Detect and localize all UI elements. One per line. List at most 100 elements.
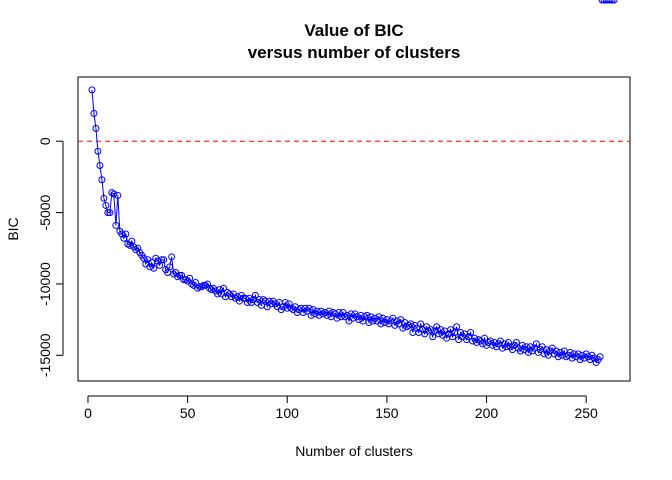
y-tick-label: -15000 <box>37 333 53 377</box>
data-point <box>467 328 475 336</box>
data-point <box>427 326 435 334</box>
data-point <box>176 271 184 279</box>
data-point <box>100 194 108 202</box>
data-point <box>407 320 415 328</box>
data-point <box>600 0 608 4</box>
data-point <box>206 284 214 292</box>
data-point <box>532 340 540 348</box>
data-point <box>94 147 102 155</box>
data-point <box>285 300 293 308</box>
data-point <box>309 306 317 314</box>
data-point <box>315 311 323 319</box>
data-point <box>198 283 206 291</box>
data-point <box>375 313 383 321</box>
data-point <box>108 189 116 197</box>
data-point <box>279 303 287 311</box>
data-point <box>449 333 457 341</box>
data-point <box>178 271 186 279</box>
x-tick-label: 200 <box>475 405 499 421</box>
data-point <box>313 307 321 315</box>
y-axis-label: BIC <box>5 217 21 240</box>
data-point <box>251 291 259 299</box>
data-point <box>126 241 134 249</box>
data-point <box>98 176 106 184</box>
data-point <box>110 190 118 198</box>
bic-series <box>88 0 618 366</box>
data-point <box>610 0 618 4</box>
data-point <box>112 221 120 229</box>
data-point <box>118 230 126 238</box>
data-point <box>208 286 216 294</box>
data-point <box>158 256 166 264</box>
data-point <box>241 294 249 302</box>
data-point <box>391 321 399 329</box>
y-tick-label: -10000 <box>37 262 53 306</box>
data-point <box>608 0 616 4</box>
data-point <box>96 161 104 169</box>
data-point <box>305 304 313 312</box>
data-point <box>219 284 227 292</box>
data-point <box>598 0 606 4</box>
data-point <box>554 353 562 361</box>
data-point <box>106 209 114 217</box>
x-axis-label: Number of clusters <box>295 443 412 459</box>
data-point <box>160 256 168 264</box>
data-point <box>576 356 584 364</box>
y-tick-label: 0 <box>37 137 53 145</box>
plot-frame <box>77 76 631 382</box>
data-point <box>102 201 110 209</box>
data-point <box>287 304 295 312</box>
data-point <box>168 253 176 261</box>
data-point <box>200 281 208 289</box>
x-axis: 0 50 100 150 200 250 <box>84 395 598 421</box>
data-point <box>335 308 343 316</box>
data-point <box>150 264 158 272</box>
data-point <box>498 344 506 352</box>
x-tick-label: 150 <box>375 405 399 421</box>
data-point <box>568 354 576 362</box>
data-point <box>174 273 182 281</box>
data-point <box>194 284 202 292</box>
data-point <box>586 356 594 364</box>
y-axis: 0 -5000 -10000 -15000 <box>37 137 64 377</box>
data-point <box>245 294 253 302</box>
data-point <box>347 310 355 318</box>
data-point <box>453 323 461 331</box>
data-point <box>120 234 128 242</box>
data-point <box>319 310 327 318</box>
x-tick-label: 0 <box>84 405 92 421</box>
data-point <box>122 230 130 238</box>
data-point <box>526 343 534 351</box>
data-point <box>188 280 196 288</box>
chart-title-line1: Value of BIC <box>304 21 403 40</box>
data-point <box>243 299 251 306</box>
data-point <box>323 311 331 319</box>
x-tick-label: 50 <box>180 405 196 421</box>
data-point <box>92 124 100 132</box>
data-point <box>457 328 465 336</box>
data-point <box>604 0 612 4</box>
data-point <box>379 314 387 322</box>
x-tick-label: 100 <box>276 405 300 421</box>
data-point <box>104 209 112 217</box>
data-point <box>341 313 349 321</box>
chart-title-line2: versus number of clusters <box>248 43 461 62</box>
y-tick-label: -5000 <box>37 194 53 230</box>
data-point <box>213 290 221 298</box>
data-point <box>88 86 96 94</box>
data-point <box>435 330 443 338</box>
data-point <box>114 191 122 199</box>
data-point <box>602 0 610 4</box>
data-point <box>504 338 512 346</box>
data-point <box>502 343 510 351</box>
data-point <box>540 350 548 358</box>
data-point <box>596 353 604 361</box>
data-point <box>363 311 371 319</box>
data-point <box>481 334 489 342</box>
data-point <box>90 109 98 117</box>
x-tick-label: 250 <box>574 405 598 421</box>
data-point <box>518 341 526 349</box>
data-point <box>297 304 305 312</box>
data-point <box>134 244 142 252</box>
